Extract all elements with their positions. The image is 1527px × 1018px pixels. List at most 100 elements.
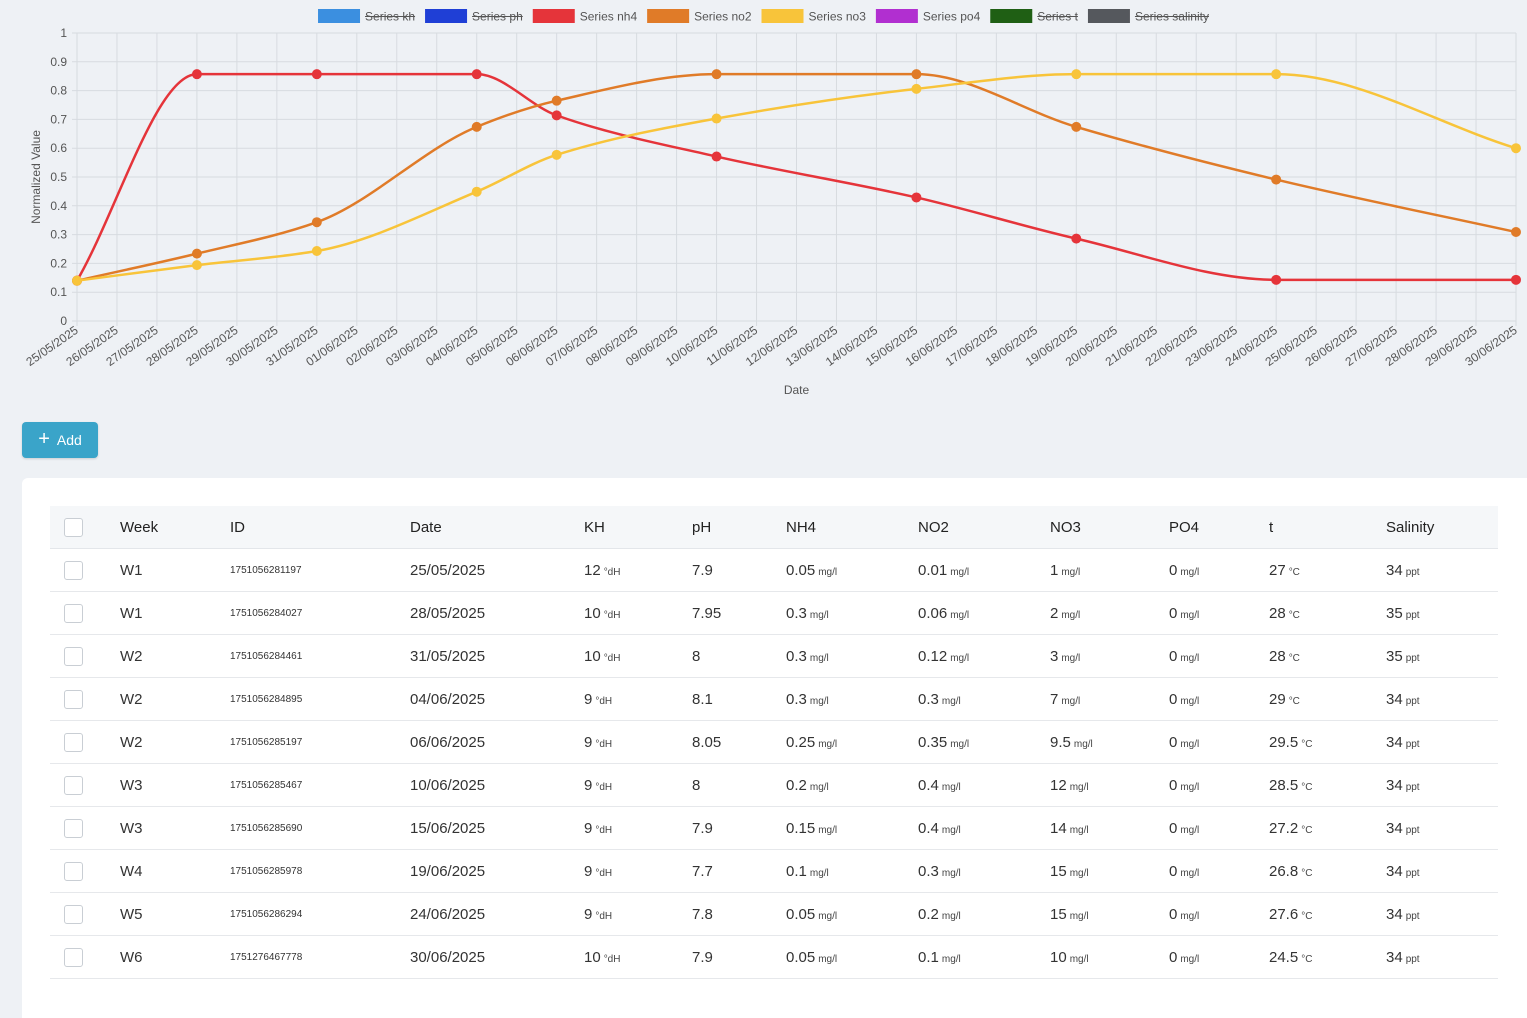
unit-label: mg/l [1180, 566, 1200, 578]
legend-swatch[interactable] [318, 9, 361, 23]
cell-value: 1751056285690 [230, 822, 303, 834]
cell-po4: 0 mg/l [1169, 634, 1269, 678]
table-row[interactable]: W5 1751056286294 24/06/2025 9 °dH 7.8 0.05 mg/l… [50, 892, 1498, 936]
cell-value: 34 [1386, 905, 1403, 923]
legend-swatch[interactable] [532, 9, 575, 23]
table-row[interactable]: W3 1751056285467 10/06/2025 9 °dH 8 0.2 mg/l 0.4… [50, 763, 1498, 807]
col-t[interactable]: t [1269, 506, 1386, 549]
col-kh[interactable]: KH [584, 506, 692, 549]
row-checkbox[interactable] [64, 732, 83, 752]
unit-label: mg/l [1069, 953, 1089, 965]
unit-label: mg/l [941, 953, 961, 965]
cell-kh: 12 °dH [584, 548, 692, 592]
cell-value: 10 [584, 604, 601, 622]
cell-t: 24.5 °C [1269, 935, 1386, 979]
row-checkbox[interactable] [64, 603, 83, 623]
row-checkbox[interactable] [64, 646, 83, 666]
cell-po4: 0 mg/l [1169, 677, 1269, 721]
unit-label: °dH [603, 609, 621, 621]
cell-id: 1751056284027 [230, 591, 410, 635]
data-point [311, 217, 322, 228]
cell-value: 34 [1386, 819, 1403, 837]
add-button[interactable]: + Add [22, 422, 98, 458]
legend-swatch[interactable] [1087, 9, 1130, 23]
unit-label: mg/l [809, 781, 829, 793]
cell-value: 1751056285978 [230, 865, 303, 877]
cell-po4: 0 mg/l [1169, 720, 1269, 764]
row-checkbox[interactable] [64, 947, 83, 967]
unit-label: mg/l [1180, 652, 1200, 664]
unit-label: °C [1301, 738, 1313, 750]
data-point [191, 260, 202, 271]
cell-no2: 0.06 mg/l [918, 591, 1050, 635]
legend-swatch[interactable] [425, 9, 468, 23]
cell-value: 1751056286294 [230, 908, 303, 920]
cell-date: 06/06/2025 [410, 720, 584, 764]
cell-value: 0.4 [918, 776, 939, 794]
cell-nh4: 0.3 mg/l [786, 677, 918, 721]
col-week[interactable]: Week [120, 506, 230, 549]
row-checkbox[interactable] [64, 861, 83, 881]
table-row[interactable]: W1 1751056281197 25/05/2025 12 °dH 7.9 0.05 mg/… [50, 548, 1498, 592]
col-id[interactable]: ID [230, 506, 410, 549]
table-row[interactable]: W6 1751276467778 30/06/2025 10 °dH 7.9 0.05 mg/… [50, 935, 1498, 979]
row-checkbox-cell [50, 763, 120, 807]
col-no3[interactable]: NO3 [1050, 506, 1169, 549]
col-salinity[interactable]: Salinity [1386, 506, 1498, 549]
row-checkbox[interactable] [64, 904, 83, 924]
cell-ph: 7.9 [692, 806, 786, 850]
legend-item[interactable]: Series po4 [923, 10, 981, 24]
cell-ph: 7.8 [692, 892, 786, 936]
cell-value: 1751056285197 [230, 736, 303, 748]
cell-t: 27.6 °C [1269, 892, 1386, 936]
cell-value: 8.1 [692, 690, 713, 708]
cell-value: 29.5 [1269, 733, 1299, 751]
table-row[interactable]: W3 1751056285690 15/06/2025 9 °dH 7.9 0.15 mg/l… [50, 806, 1498, 850]
table-row[interactable]: W2 1751056284461 31/05/2025 10 °dH 8 0.3 mg/l 0.… [50, 634, 1498, 678]
select-all-checkbox[interactable] [64, 517, 83, 537]
cell-nh4: 0.05 mg/l [786, 548, 918, 592]
table-row[interactable]: W2 1751056284895 04/06/2025 9 °dH 8.1 0.3 mg/l 0… [50, 677, 1498, 721]
row-checkbox[interactable] [64, 560, 83, 580]
data-point [1511, 274, 1521, 285]
legend-swatch[interactable] [875, 9, 918, 23]
col-no2[interactable]: NO2 [918, 506, 1050, 549]
cell-value: 34 [1386, 948, 1403, 966]
table-row[interactable]: W2 1751056285197 06/06/2025 9 °dH 8.05 0.25 mg/… [50, 720, 1498, 764]
cell-t: 29 °C [1269, 677, 1386, 721]
cell-value: 0.3 [918, 862, 939, 880]
unit-label: mg/l [1180, 781, 1200, 793]
cell-value: 10 [584, 948, 601, 966]
cell-no2: 0.35 mg/l [918, 720, 1050, 764]
table-row[interactable]: W1 1751056284027 28/05/2025 10 °dH 7.95 0.3 mg/… [50, 591, 1498, 635]
unit-label: °C [1288, 652, 1300, 664]
legend-item[interactable]: Series no3 [809, 10, 867, 24]
unit-label: mg/l [818, 738, 838, 750]
col-date[interactable]: Date [410, 506, 584, 549]
legend-item[interactable]: Series nh4 [580, 10, 638, 24]
col-nh4[interactable]: NH4 [786, 506, 918, 549]
row-checkbox[interactable] [64, 775, 83, 795]
data-point [1511, 143, 1521, 154]
cell-value: W3 [120, 819, 143, 837]
cell-id: 1751056285467 [230, 763, 410, 807]
cell-value: W1 [120, 604, 143, 622]
cell-t: 28 °C [1269, 591, 1386, 635]
row-checkbox[interactable] [64, 689, 83, 709]
unit-label: ppt [1405, 953, 1420, 965]
legend-item[interactable]: Series no2 [694, 10, 752, 24]
row-checkbox-cell [50, 634, 120, 678]
legend-swatch[interactable] [990, 9, 1033, 23]
data-point [711, 69, 722, 80]
row-checkbox[interactable] [64, 818, 83, 838]
table-row[interactable]: W4 1751056285978 19/06/2025 9 °dH 7.7 0.1 mg/l 0… [50, 849, 1498, 893]
unit-label: mg/l [818, 953, 838, 965]
unit-label: mg/l [1180, 695, 1200, 707]
unit-label: mg/l [1073, 738, 1093, 750]
legend-swatch[interactable] [761, 9, 804, 23]
col-ph[interactable]: pH [692, 506, 786, 549]
legend-swatch[interactable] [647, 9, 690, 23]
y-tick-label: 0 [60, 314, 67, 328]
cell-t: 28 °C [1269, 634, 1386, 678]
col-po4[interactable]: PO4 [1169, 506, 1269, 549]
